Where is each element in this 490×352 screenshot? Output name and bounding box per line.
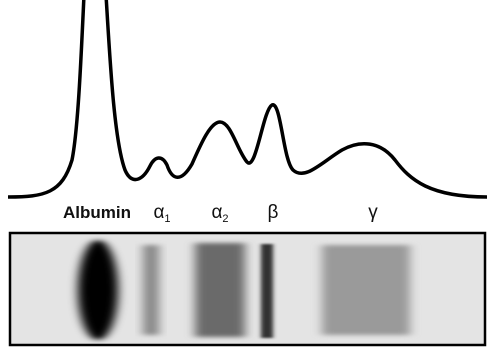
label-subscript: 1 (164, 213, 170, 225)
gamma-band (322, 245, 410, 335)
fraction-label: β (268, 202, 279, 223)
label-text: α (211, 202, 222, 223)
label-text: α (153, 202, 164, 223)
fraction-label: α1 (153, 202, 170, 225)
fraction-label: α2 (211, 202, 228, 225)
densitometry-curve (8, 0, 487, 197)
page: {"labels": [ {"text": "Albumin"}, {"text… (0, 0, 490, 352)
label-subscript: 2 (222, 213, 228, 225)
albumin-band (78, 240, 118, 340)
alpha2-band (195, 243, 245, 337)
electrophoresis: Albuminα1α2βγ (0, 0, 490, 352)
alpha1-band (143, 245, 159, 335)
fraction-label: Albumin (63, 203, 131, 222)
label-text: γ (368, 202, 378, 223)
label-text: Albumin (63, 203, 131, 222)
beta-band (261, 244, 273, 338)
label-text: β (268, 202, 279, 223)
fraction-label: γ (368, 202, 378, 223)
